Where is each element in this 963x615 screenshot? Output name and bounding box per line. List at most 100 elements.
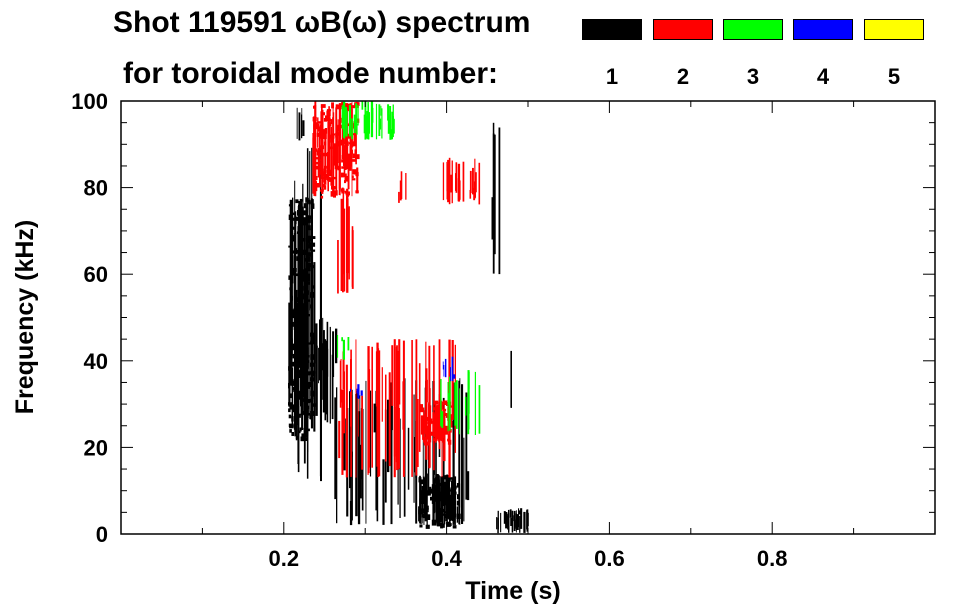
mode-3-mark <box>370 101 374 138</box>
mode-2-blob <box>315 123 320 129</box>
mode-1-blob <box>299 427 304 430</box>
mode-1-blob <box>288 402 293 406</box>
mode-2-mark <box>446 163 449 200</box>
mode-2-blob <box>333 143 336 150</box>
mode-3-mark <box>357 104 359 126</box>
mode-2-mark <box>424 414 427 434</box>
mode-2-blob <box>332 176 336 180</box>
mode-3-mark <box>441 411 444 428</box>
mode-1-blob <box>309 377 315 382</box>
y-tick-label: 20 <box>84 435 108 460</box>
mode-1-mark <box>515 513 517 529</box>
mode-1-mark <box>349 501 353 526</box>
mode-2-blob <box>320 195 324 199</box>
mode-2-blob <box>314 122 319 125</box>
mode-2-mark <box>368 369 371 468</box>
mode-2-mark <box>335 105 338 194</box>
y-tick-label: 0 <box>96 522 108 547</box>
mode-1-blob <box>419 524 423 528</box>
mode-2-blob <box>341 172 344 178</box>
mode-1-blob <box>291 416 294 422</box>
mode-1-mark <box>492 122 495 232</box>
mode-3-mark <box>348 104 351 137</box>
mode-2-mark <box>320 111 323 139</box>
mode-2-blob <box>436 409 439 415</box>
mode-1-blob <box>452 525 457 529</box>
mode-1-blob <box>291 432 294 436</box>
mode-2-mark <box>339 106 341 196</box>
mode-2-mark <box>393 406 396 457</box>
mode-1-blob <box>289 429 292 433</box>
mode-2-mark <box>441 438 443 478</box>
mode-1-blob <box>290 226 295 230</box>
mode-1-mark <box>465 392 468 500</box>
mode-2-blob <box>319 152 322 155</box>
legend-label-mode-2: 2 <box>676 64 690 89</box>
mode-3-mark <box>347 337 350 351</box>
mode-2-mark <box>312 137 314 181</box>
mode-1-mark <box>391 392 393 431</box>
mode-2-mark <box>388 372 391 467</box>
mode-2-blob <box>336 125 341 132</box>
mode-2-mark <box>473 187 476 201</box>
mode-1-mark <box>435 429 437 513</box>
mode-2-mark <box>450 174 453 193</box>
mode-2-mark <box>339 360 342 408</box>
mode-1-mark <box>303 271 306 464</box>
mode-2-blob <box>321 183 325 188</box>
mode-1-blob <box>302 238 306 242</box>
mode-3-mark <box>367 120 370 140</box>
mode-3-mark <box>387 104 390 121</box>
mode-1-mark <box>513 510 516 531</box>
mode-2-blob <box>449 421 453 427</box>
mode-2-blob <box>421 418 425 424</box>
mode-1-mark <box>331 354 334 420</box>
mode-2-blob <box>337 124 342 129</box>
mode-2-mark <box>442 162 445 201</box>
mode-2-blob <box>312 116 317 122</box>
mode-1-mark <box>493 137 496 204</box>
mode-2-blob <box>344 177 348 180</box>
mode-1-blob <box>440 493 445 498</box>
mode-1-mark <box>373 403 376 433</box>
mode-1-blob <box>300 309 304 313</box>
mode-1-mark <box>365 380 367 524</box>
mode-2-mark <box>432 412 435 434</box>
mode-1-mark <box>516 514 519 530</box>
mode-2-blob <box>439 429 443 433</box>
mode-2-mark <box>457 166 460 199</box>
mode-1-mark <box>497 518 499 534</box>
mode-2-blob <box>339 139 344 146</box>
mode-2-mark <box>357 391 359 437</box>
mode-1-mark <box>448 475 450 520</box>
mode-1-mark <box>503 511 506 524</box>
mode-1-mark <box>382 459 385 525</box>
mode-1-mark <box>498 127 501 275</box>
y-tick-label: 100 <box>71 89 108 114</box>
mode-1-mark <box>300 252 301 407</box>
mode-2-mark <box>343 124 345 167</box>
mode-2-blob <box>322 172 325 177</box>
mode-1-blob <box>444 513 448 519</box>
mode-1-blob <box>300 285 304 291</box>
mode-2-blob <box>323 152 328 157</box>
mode-2-blob <box>330 191 334 197</box>
mode-1-mark <box>450 480 452 508</box>
mode-2-mark <box>397 350 400 470</box>
mode-2-mark <box>338 420 341 459</box>
mode-1-blob <box>444 496 449 501</box>
mode-1-blob <box>424 505 429 510</box>
mode-1-mark <box>302 183 304 372</box>
mode-2-mark <box>343 208 346 292</box>
mode-2-blob <box>337 132 341 136</box>
mode-2-blob <box>315 165 321 170</box>
mode-1-blob <box>309 414 313 420</box>
mode-1-blob <box>304 408 309 414</box>
mode-3-mark <box>474 371 476 435</box>
mode-2-blob <box>438 432 442 437</box>
mode-1-mark <box>466 471 470 501</box>
mode-3-mark <box>345 110 348 137</box>
mode-1-blob <box>298 237 303 241</box>
mode-3-mark <box>467 370 470 389</box>
mode-3-mark <box>380 105 382 116</box>
